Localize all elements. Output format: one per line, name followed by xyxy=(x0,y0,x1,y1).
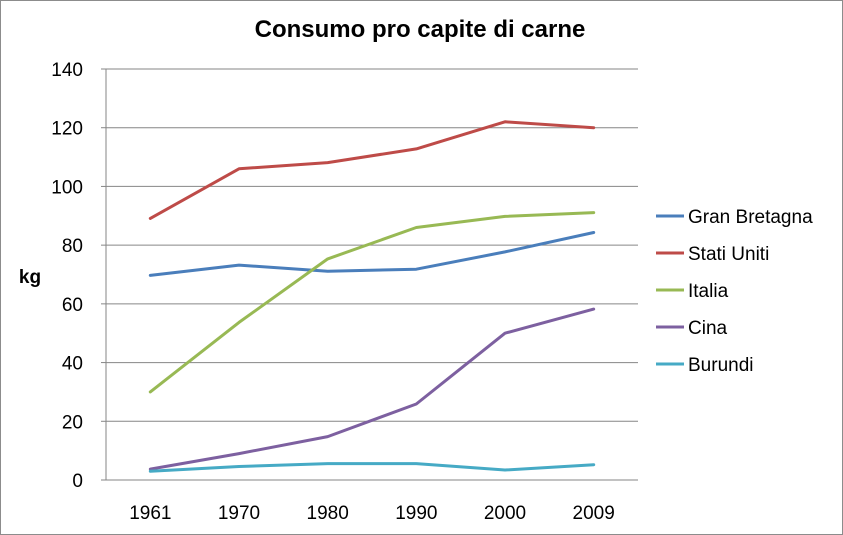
legend-item: Burundi xyxy=(656,355,754,376)
series-lines xyxy=(148,120,596,473)
y-tick-label: 20 xyxy=(62,412,83,433)
y-tick-label: 60 xyxy=(62,295,83,316)
y-tick-label: 40 xyxy=(62,354,83,375)
y-tick-label: 100 xyxy=(51,177,83,198)
y-tick-label: 120 xyxy=(51,119,83,140)
x-tick-label: 2009 xyxy=(573,503,615,524)
legend-item: Gran Bretagna xyxy=(656,207,813,228)
y-tick-label: 80 xyxy=(62,236,83,257)
x-tick-label: 1970 xyxy=(218,503,260,524)
legend-item: Italia xyxy=(656,281,729,302)
legend-label: Italia xyxy=(688,281,729,302)
series-line-gran-bretagna xyxy=(148,231,596,277)
series-line-burundi xyxy=(148,462,596,473)
x-tick-label: 1980 xyxy=(307,503,349,524)
x-tick-label: 2000 xyxy=(484,503,526,524)
y-axis-label: kg xyxy=(19,267,41,288)
x-tick-label: 1961 xyxy=(129,503,171,524)
series-line-stati-uniti xyxy=(148,120,596,220)
chart-title: Consumo pro capite di carne xyxy=(255,16,586,43)
legend-label: Stati Uniti xyxy=(688,244,769,265)
y-tick-label: 140 xyxy=(51,60,83,81)
series-line-cina xyxy=(148,307,596,471)
y-tick-labels: 0 20 40 60 80 100 120 140 xyxy=(51,60,83,492)
legend-label: Gran Bretagna xyxy=(688,207,813,228)
axes xyxy=(101,68,638,481)
x-tick-labels: 1961 1970 1980 1990 2000 2009 xyxy=(129,503,615,524)
legend-label: Cina xyxy=(688,318,728,339)
legend-item: Cina xyxy=(656,318,728,339)
y-tick-label: 0 xyxy=(72,471,83,492)
x-tick-label: 1990 xyxy=(395,503,437,524)
series-line-italia xyxy=(148,211,596,394)
legend: Gran Bretagna Stati Uniti Italia Cina Burund… xyxy=(656,207,813,376)
legend-item: Stati Uniti xyxy=(656,244,769,265)
legend-label: Burundi xyxy=(688,355,754,376)
gridlines xyxy=(106,68,638,422)
